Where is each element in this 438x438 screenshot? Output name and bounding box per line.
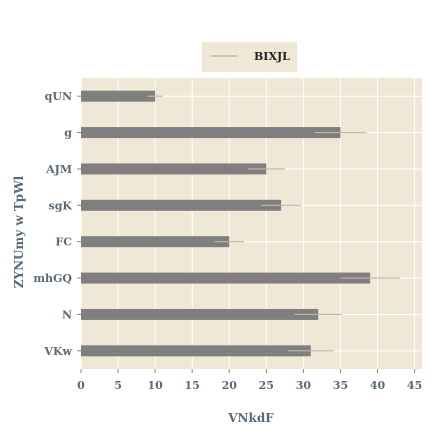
bar — [81, 127, 341, 139]
x-tick-label: 35 — [333, 379, 348, 392]
bar — [81, 199, 282, 211]
y-tick-label: AJM — [45, 163, 72, 176]
bar — [81, 272, 371, 284]
legend-label: BIXJL — [254, 50, 290, 63]
y-tick-labels: qUN g AJM sgK FC mhGQ N VKw — [33, 90, 81, 358]
x-tick-label: 20 — [222, 379, 238, 392]
y-tick-label: VKw — [43, 345, 72, 358]
x-tick-label: 5 — [114, 379, 122, 392]
legend: BIXJL — [202, 42, 297, 72]
x-tick-label: 0 — [77, 379, 85, 392]
y-axis-title: ZYNUmy w TpWl — [12, 175, 26, 288]
y-tick-label: qUN — [45, 90, 72, 103]
y-tick-label: mhGQ — [33, 272, 72, 285]
error-bars — [147, 95, 400, 352]
bar — [81, 345, 311, 357]
bar — [81, 163, 267, 175]
x-tick-label: 30 — [296, 379, 312, 392]
y-tick-label: sgK — [49, 199, 73, 212]
x-tick-labels: 0 5 10 15 20 25 30 35 40 45 — [77, 369, 422, 392]
x-tick-label: 25 — [259, 379, 274, 392]
bar — [81, 308, 319, 320]
bars — [81, 90, 371, 357]
x-tick-label: 10 — [147, 379, 163, 392]
x-axis-title: VNkdF — [227, 411, 274, 425]
plot-area — [81, 78, 422, 369]
x-tick-label: 15 — [185, 379, 200, 392]
bar — [81, 90, 156, 102]
y-tick-label: g — [64, 127, 72, 140]
y-tick-label: N — [62, 308, 72, 321]
x-tick-label: 40 — [370, 379, 386, 392]
y-tick-label: FC — [55, 236, 72, 249]
legend-box — [202, 42, 297, 72]
bar — [81, 236, 230, 248]
x-tick-label: 45 — [407, 379, 422, 392]
